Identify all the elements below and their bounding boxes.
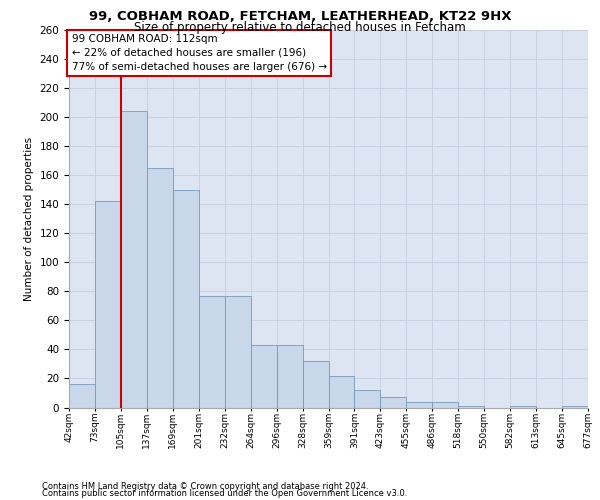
Bar: [95, 202, 121, 408]
Bar: [355, 390, 380, 407]
Bar: [406, 402, 432, 407]
Text: 99 COBHAM ROAD: 112sqm
← 22% of detached houses are smaller (196)
77% of semi-de: 99 COBHAM ROAD: 112sqm ← 22% of detached…: [71, 34, 327, 72]
Bar: [251, 345, 277, 408]
Bar: [329, 376, 355, 408]
Bar: [277, 345, 302, 408]
Bar: [121, 112, 147, 408]
Y-axis label: Number of detached properties: Number of detached properties: [24, 136, 34, 301]
Text: Size of property relative to detached houses in Fetcham: Size of property relative to detached ho…: [134, 21, 466, 34]
Bar: [302, 361, 329, 408]
Bar: [380, 398, 406, 407]
Text: 99, COBHAM ROAD, FETCHAM, LEATHERHEAD, KT22 9HX: 99, COBHAM ROAD, FETCHAM, LEATHERHEAD, K…: [89, 10, 511, 23]
Text: Contains HM Land Registry data © Crown copyright and database right 2024.: Contains HM Land Registry data © Crown c…: [42, 482, 368, 491]
Bar: [458, 406, 484, 407]
Bar: [562, 406, 588, 407]
Bar: [433, 402, 458, 407]
Bar: [510, 406, 536, 407]
Bar: [173, 190, 199, 408]
Bar: [147, 168, 173, 408]
Text: Contains public sector information licensed under the Open Government Licence v3: Contains public sector information licen…: [42, 488, 407, 498]
Bar: [225, 296, 251, 408]
Bar: [199, 296, 224, 408]
Bar: [69, 384, 95, 407]
